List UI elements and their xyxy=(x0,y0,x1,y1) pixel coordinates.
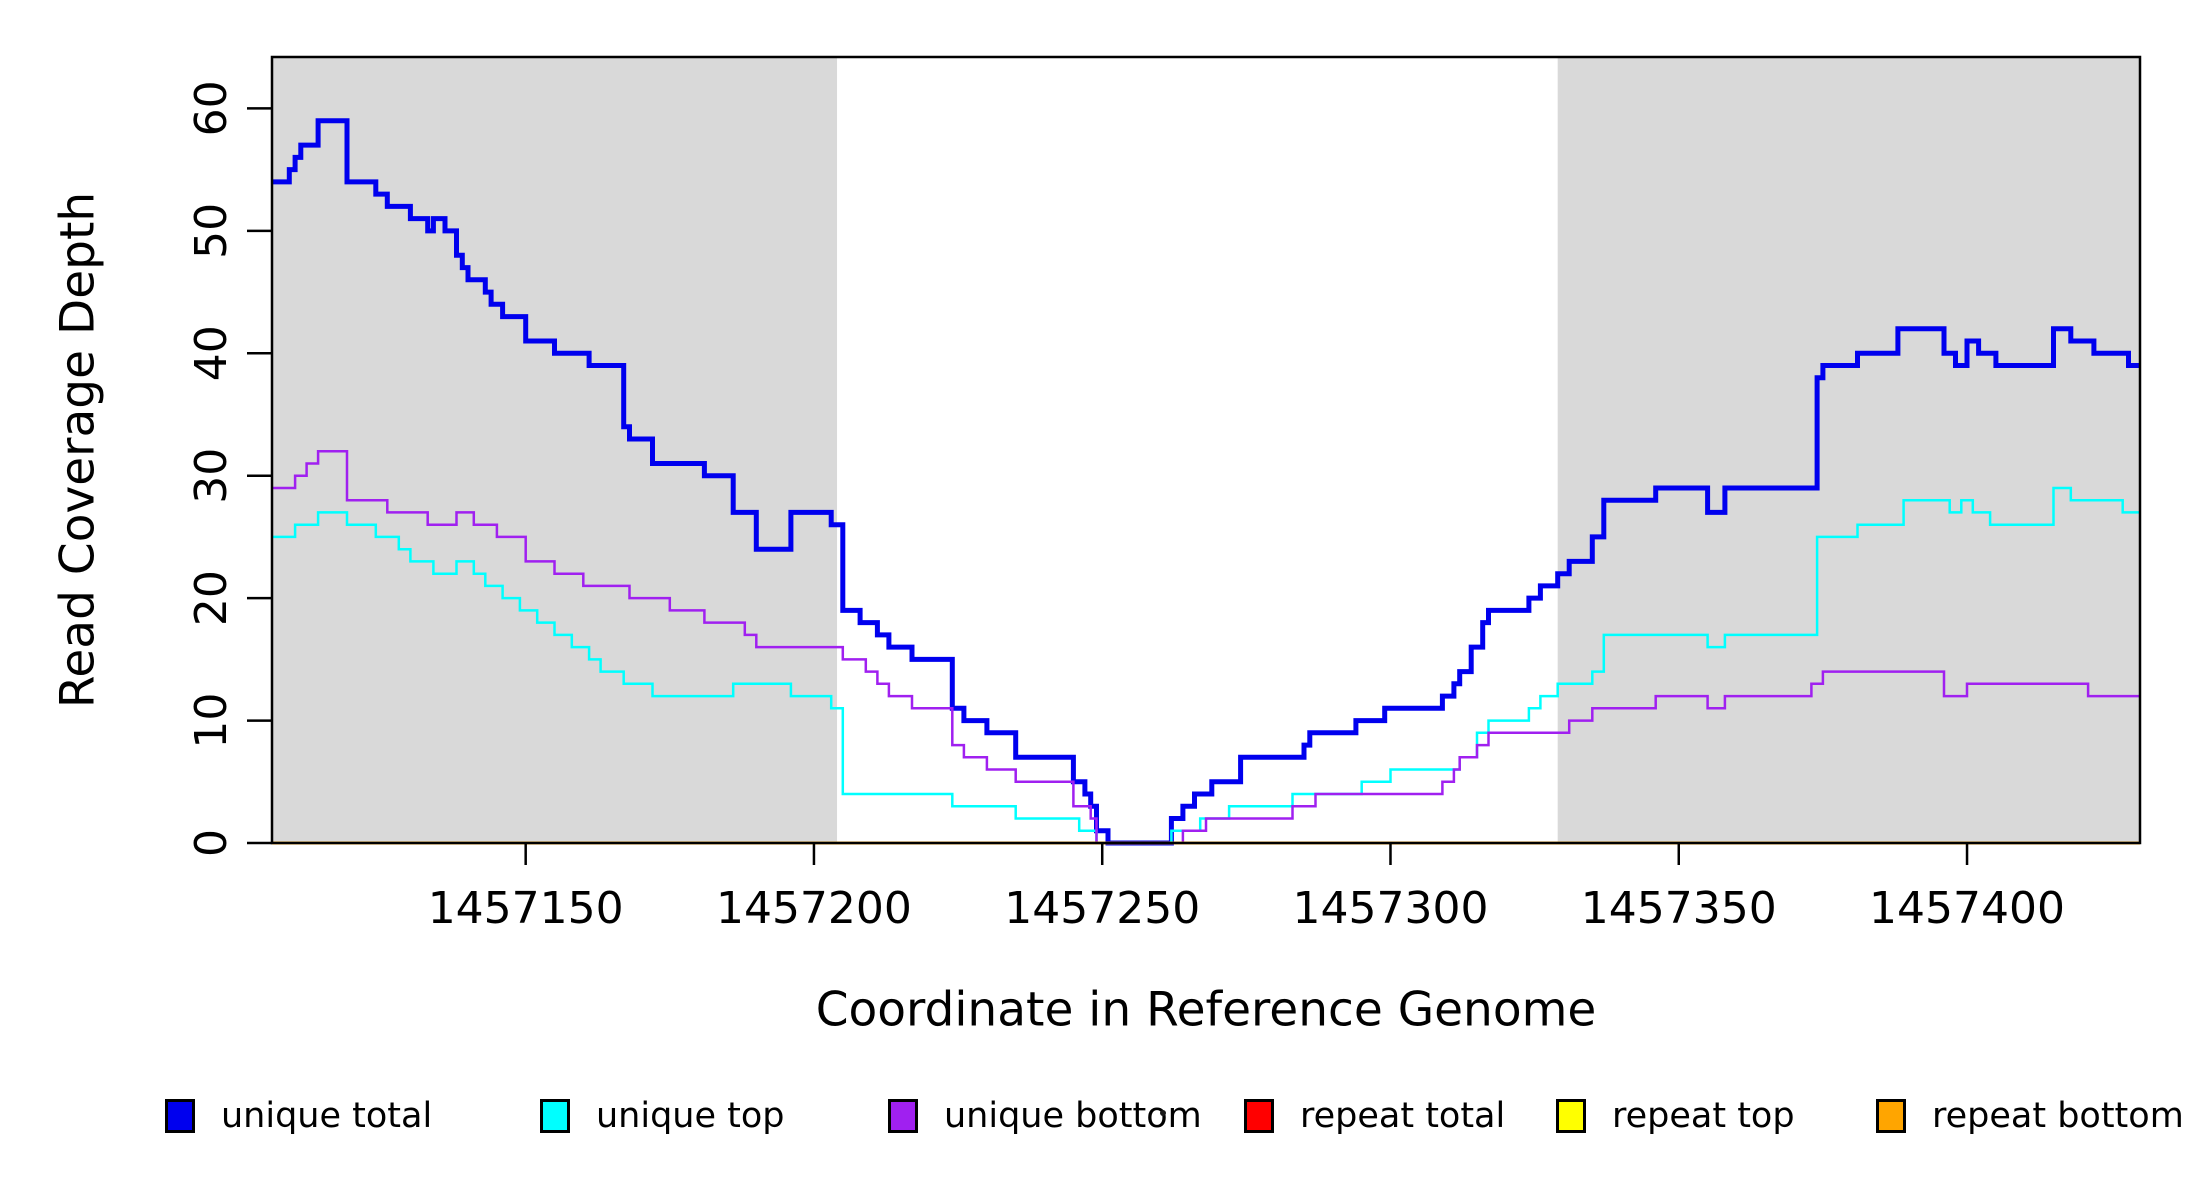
y-tick-label: 40 xyxy=(186,325,237,381)
x-tick-label: 1457350 xyxy=(1581,883,1777,934)
y-tick-label: 30 xyxy=(186,448,237,504)
x-tick-label: 1457200 xyxy=(716,883,912,934)
y-axis-title: Read Coverage Depth xyxy=(50,191,106,709)
y-tick-label: 20 xyxy=(186,570,237,626)
x-tick-label: 1457250 xyxy=(1004,883,1200,934)
x-tick-label: 1457400 xyxy=(1869,883,2065,934)
x-tick-label: 1457300 xyxy=(1293,883,1489,934)
plot-border xyxy=(270,55,2142,845)
shaded-region xyxy=(272,57,838,843)
shaded-region xyxy=(1557,57,2140,843)
x-axis-title: Coordinate in Reference Genome xyxy=(815,982,1597,1038)
series-unique-bottom xyxy=(272,449,2140,845)
y-tick-label: 50 xyxy=(186,203,237,259)
stray-dot xyxy=(1160,1110,1166,1116)
x-tick-label: 1457150 xyxy=(428,883,624,934)
y-tick-label: 0 xyxy=(186,829,237,857)
series-unique-total xyxy=(272,118,2140,846)
y-tick-label: 10 xyxy=(186,693,237,749)
y-tick-label: 60 xyxy=(186,80,237,136)
